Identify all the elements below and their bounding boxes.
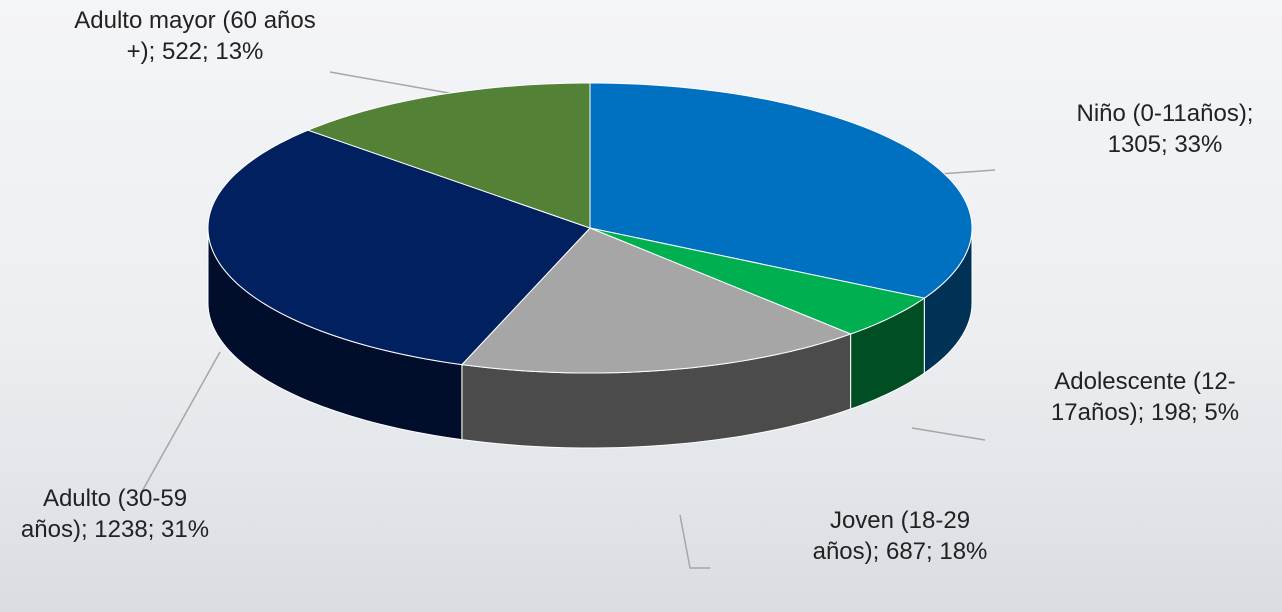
value-label: 1238; 31%: [94, 516, 209, 543]
category-label: Niño (0-11años);: [1077, 100, 1254, 127]
leader-line: [330, 72, 460, 95]
value-label: 198; 5%: [1151, 399, 1239, 426]
leader-line: [140, 352, 220, 495]
data-label: Niño (0-11años); 1305; 33%: [1075, 98, 1255, 160]
data-label: Adolescente (12-17años); 198; 5%: [1035, 366, 1255, 428]
leader-line: [912, 428, 985, 440]
data-label: Joven (18-29 años); 687; 18%: [800, 505, 1000, 567]
value-label: 1305; 33%: [1108, 131, 1223, 158]
page: {"chart_data": {"type": "pie3d", "catego…: [0, 0, 1282, 612]
data-label: Adulto mayor (60 años +); 522; 13%: [60, 5, 330, 67]
slice-tops: [208, 83, 972, 373]
value-label: 687; 18%: [886, 538, 987, 565]
leader-line: [680, 515, 710, 568]
data-label: Adulto (30-59 años); 1238; 31%: [10, 483, 220, 545]
value-label: 522; 13%: [162, 38, 263, 65]
